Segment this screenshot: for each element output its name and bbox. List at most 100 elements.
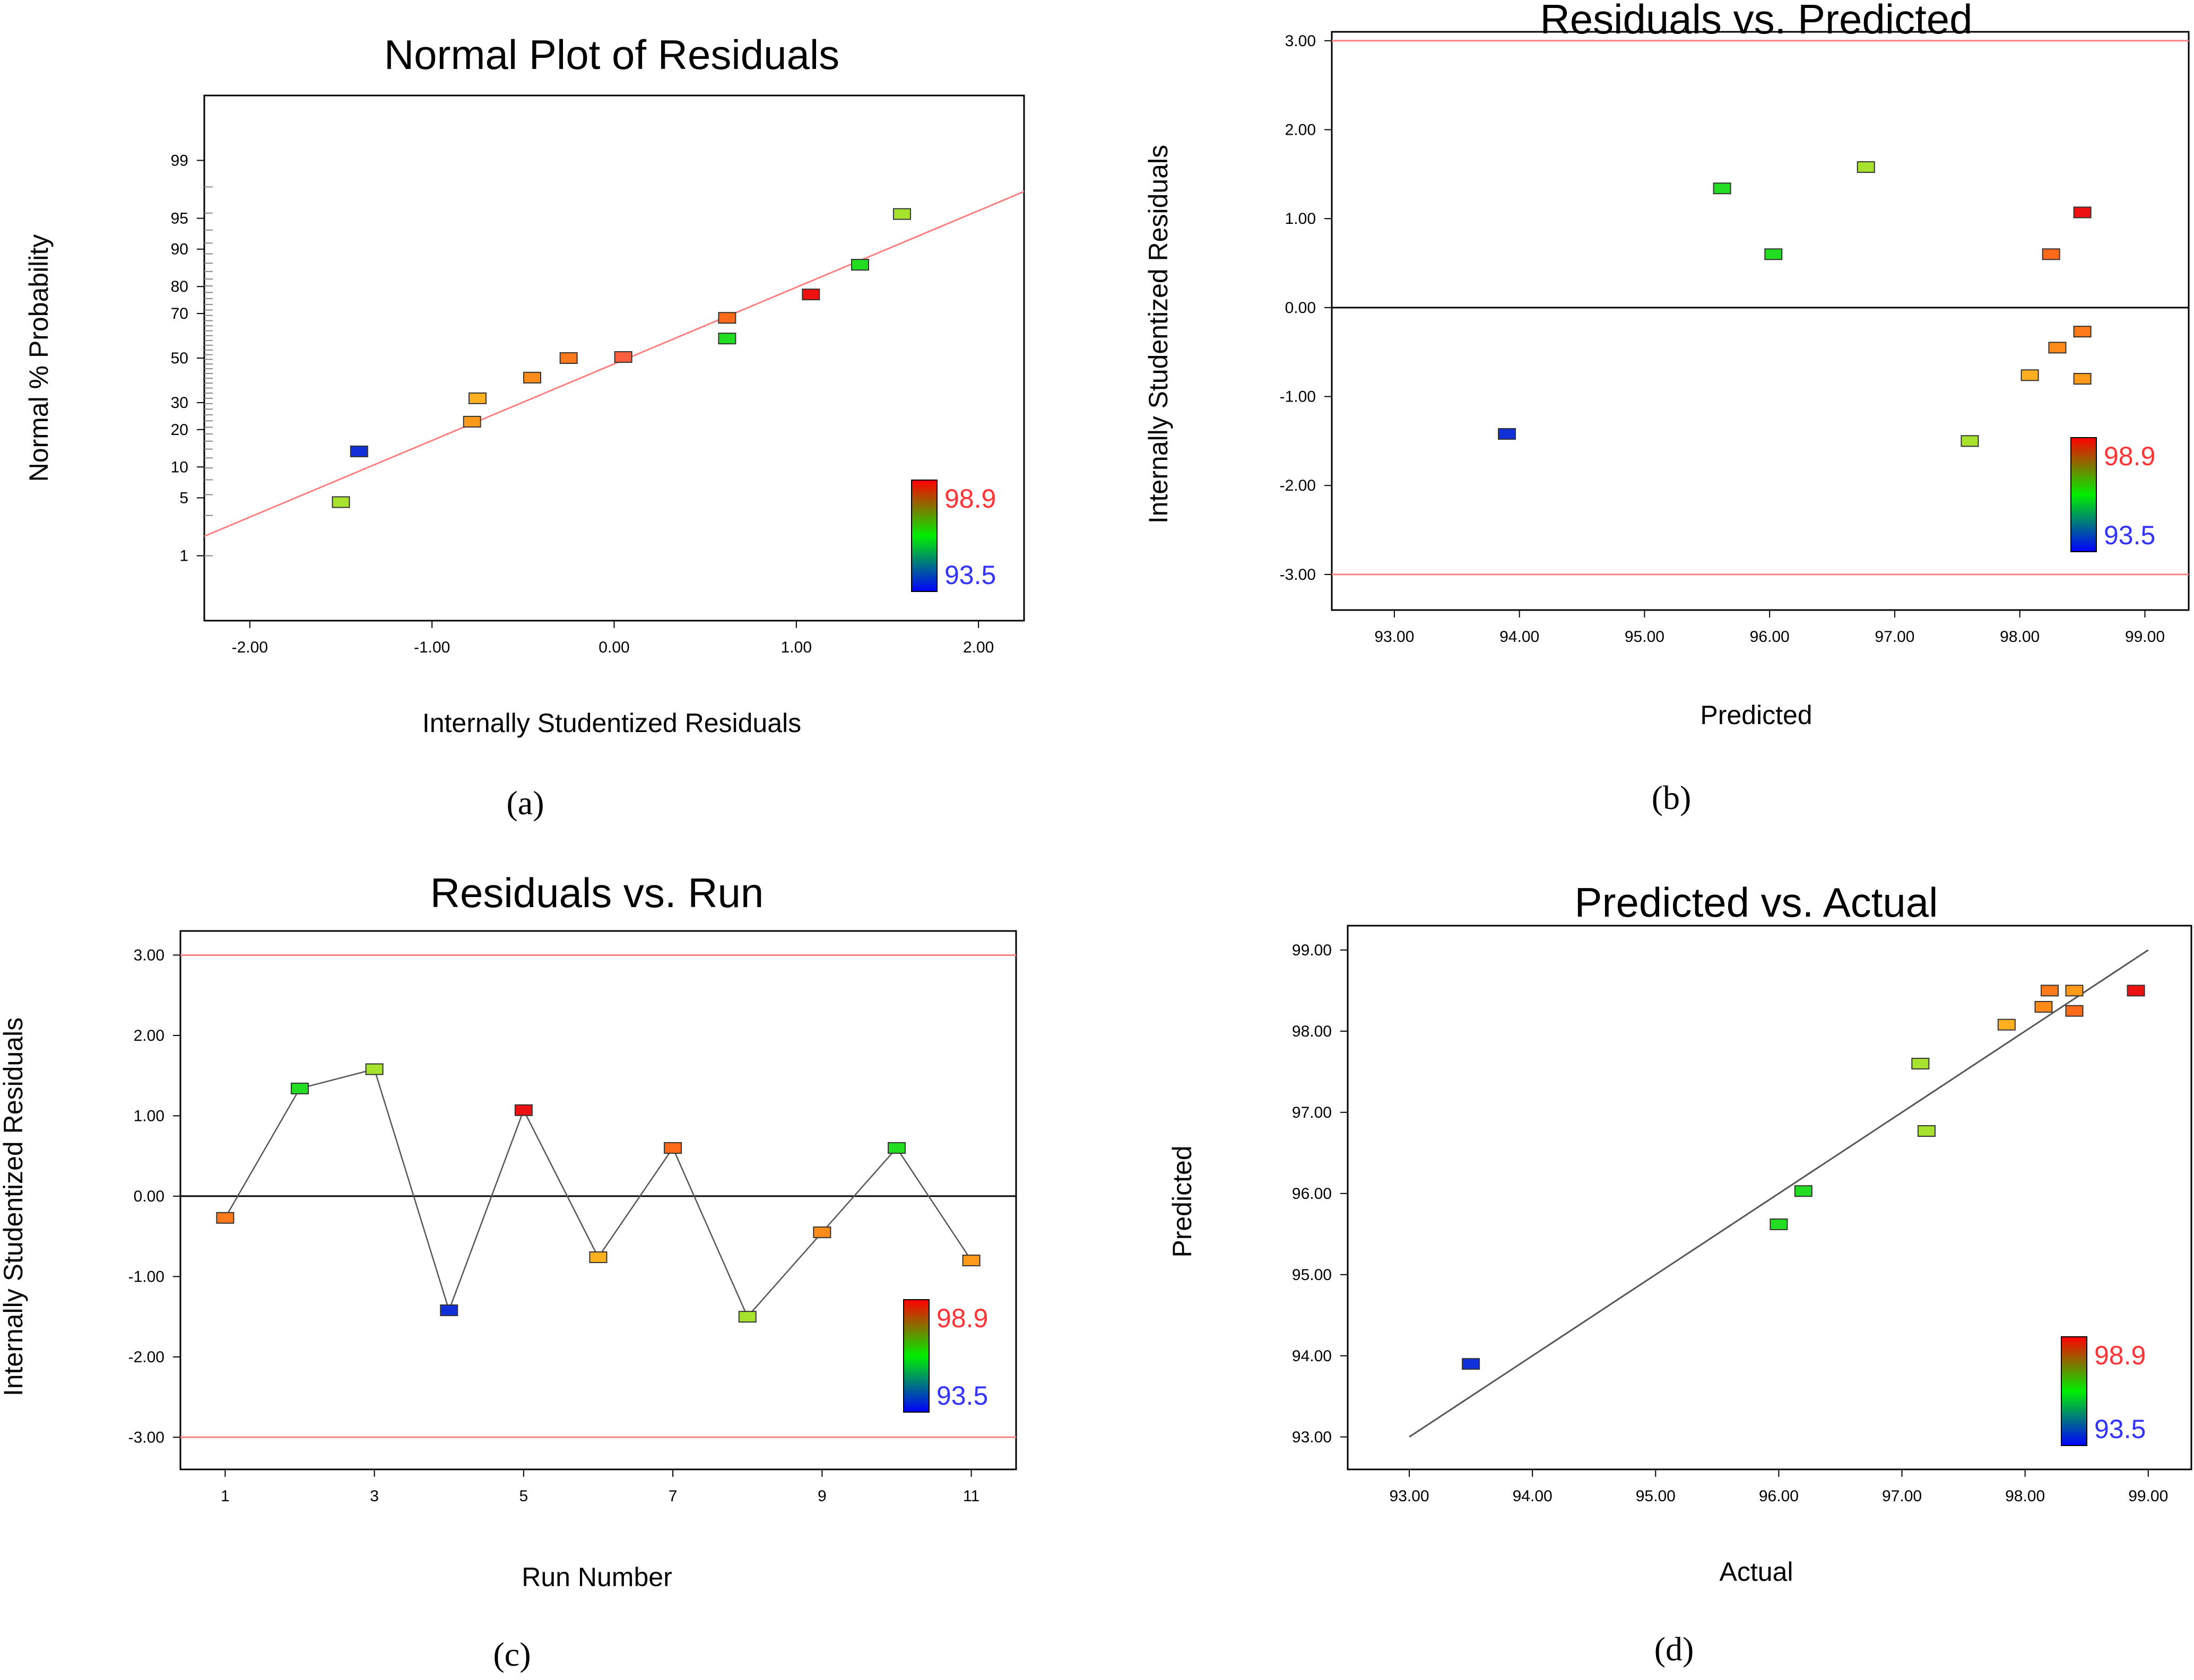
data-point bbox=[1764, 248, 1783, 260]
colorbar bbox=[2061, 1336, 2087, 1446]
y-tick-label: 95.00 bbox=[1292, 1266, 1332, 1284]
colorbar bbox=[911, 480, 938, 592]
x-axis-label: Run Number bbox=[522, 1562, 672, 1592]
x-axis-label: Predicted bbox=[1700, 700, 1812, 730]
data-point bbox=[1794, 1185, 1813, 1197]
data-point bbox=[718, 333, 736, 345]
data-point bbox=[2073, 206, 2092, 219]
x-tick-label: 3 bbox=[370, 1487, 379, 1505]
x-tick-label: -2.00 bbox=[232, 639, 268, 656]
x-tick-label: 98.00 bbox=[2005, 1487, 2045, 1505]
data-point bbox=[738, 1311, 757, 1323]
data-point bbox=[469, 392, 487, 404]
y-tick-label: 97.00 bbox=[1292, 1104, 1332, 1121]
data-point bbox=[2041, 985, 2059, 997]
plot-frame bbox=[203, 94, 1025, 622]
y-tick-label: 3.00 bbox=[134, 946, 164, 964]
y-tick-label: -3.00 bbox=[1280, 566, 1316, 584]
x-tick-label: 95.00 bbox=[1636, 1487, 1676, 1505]
x-tick-label: 94.00 bbox=[1499, 628, 1539, 646]
colorbar-max-label: 98.9 bbox=[2094, 1340, 2146, 1370]
data-point bbox=[2065, 985, 2084, 997]
x-tick-label: 98.00 bbox=[2000, 628, 2040, 646]
data-point bbox=[291, 1082, 309, 1094]
x-tick-label: 5 bbox=[519, 1487, 528, 1505]
x-tick-label: 97.00 bbox=[1875, 628, 1914, 646]
x-tick-label: -1.00 bbox=[414, 639, 450, 656]
x-axis-label: Internally Studentized Residuals bbox=[422, 708, 801, 738]
x-tick-label: 9 bbox=[818, 1487, 827, 1505]
x-tick-label: 99.00 bbox=[2125, 628, 2165, 646]
y-axis-label: Internally Studentized Residuals bbox=[1143, 145, 1173, 524]
y-tick-label: 93.00 bbox=[1292, 1429, 1332, 1446]
y-tick-label: 80 bbox=[171, 278, 188, 295]
y-tick-label: 50 bbox=[171, 350, 188, 367]
x-tick-label: 1.00 bbox=[781, 639, 812, 656]
data-point bbox=[1498, 428, 1516, 440]
x-tick-label: 97.00 bbox=[1882, 1487, 1922, 1505]
chart-title: Residuals vs. Run bbox=[430, 869, 764, 916]
panel-caption: (b) bbox=[1652, 779, 1692, 816]
x-tick-label: 96.00 bbox=[1750, 628, 1790, 646]
y-tick-label: 3.00 bbox=[1285, 32, 1316, 50]
y-tick-label: 5 bbox=[179, 489, 188, 507]
y-tick-label: 99.00 bbox=[1292, 942, 1332, 959]
data-point bbox=[2073, 373, 2092, 385]
x-tick-label: 93.00 bbox=[1374, 628, 1414, 646]
x-tick-label: 7 bbox=[669, 1487, 678, 1505]
plot-frame bbox=[179, 930, 1017, 1470]
plot-frame bbox=[1347, 925, 2192, 1470]
panel-caption: (c) bbox=[493, 1635, 531, 1673]
data-point bbox=[559, 352, 578, 364]
y-tick-label: -2.00 bbox=[128, 1348, 164, 1366]
panel-caption: (d) bbox=[1654, 1630, 1694, 1668]
chart-b: Residuals vs. Predicted Predicted Internal… bbox=[1143, 0, 2190, 730]
colorbar-min-label: 93.5 bbox=[936, 1381, 988, 1411]
chart-d: Predicted vs. Actual Actual Predicted 93.00… bbox=[1167, 879, 2192, 1587]
data-point bbox=[1997, 1019, 2016, 1031]
y-tick-label: -1.00 bbox=[1280, 388, 1316, 406]
y-tick-label: 96.00 bbox=[1292, 1185, 1332, 1203]
data-point bbox=[614, 351, 632, 363]
colorbar-max-label: 98.9 bbox=[2104, 441, 2155, 471]
x-axis-label: Actual bbox=[1720, 1557, 1793, 1587]
chart-a: Normal Plot of Residuals Internally Stude… bbox=[24, 31, 1025, 738]
x-tick-label: 1 bbox=[221, 1487, 230, 1505]
data-point bbox=[1917, 1125, 1936, 1137]
data-point bbox=[463, 415, 481, 428]
data-point bbox=[2048, 342, 2067, 354]
x-tick-label: 11 bbox=[963, 1487, 979, 1505]
y-tick-label: 95 bbox=[171, 210, 188, 228]
data-point bbox=[1911, 1058, 1930, 1070]
data-point bbox=[1713, 182, 1731, 195]
fit-line bbox=[204, 190, 1025, 537]
data-point bbox=[523, 371, 541, 384]
data-point bbox=[1857, 161, 1875, 173]
panel-caption: (a) bbox=[506, 784, 544, 822]
x-tick-label: 0.00 bbox=[599, 639, 629, 656]
data-point bbox=[2065, 1005, 2084, 1017]
y-tick-label: 20 bbox=[171, 421, 188, 439]
data-point bbox=[440, 1304, 458, 1317]
data-point bbox=[802, 289, 820, 301]
x-tick-label: 2.00 bbox=[963, 639, 994, 656]
chart-title: Normal Plot of Residuals bbox=[384, 31, 839, 78]
series-line bbox=[224, 1068, 972, 1318]
y-tick-label: -1.00 bbox=[128, 1268, 164, 1285]
y-tick-label: 98.00 bbox=[1292, 1023, 1332, 1040]
y-tick-label: 10 bbox=[171, 458, 188, 476]
y-axis-label: Predicted bbox=[1167, 1145, 1197, 1257]
y-tick-label: 94.00 bbox=[1292, 1347, 1332, 1365]
y-tick-label: 1.00 bbox=[134, 1107, 164, 1125]
y-tick-label: 1 bbox=[179, 547, 188, 565]
x-tick-label: 93.00 bbox=[1390, 1487, 1429, 1505]
data-point bbox=[350, 445, 368, 457]
plot-frame bbox=[1331, 31, 2190, 611]
data-point bbox=[2042, 248, 2060, 260]
data-point bbox=[216, 1212, 235, 1224]
y-tick-label: 2.00 bbox=[134, 1027, 164, 1044]
y-tick-label: 1.00 bbox=[1285, 210, 1316, 228]
data-point bbox=[2127, 985, 2145, 997]
data-point bbox=[718, 312, 736, 324]
